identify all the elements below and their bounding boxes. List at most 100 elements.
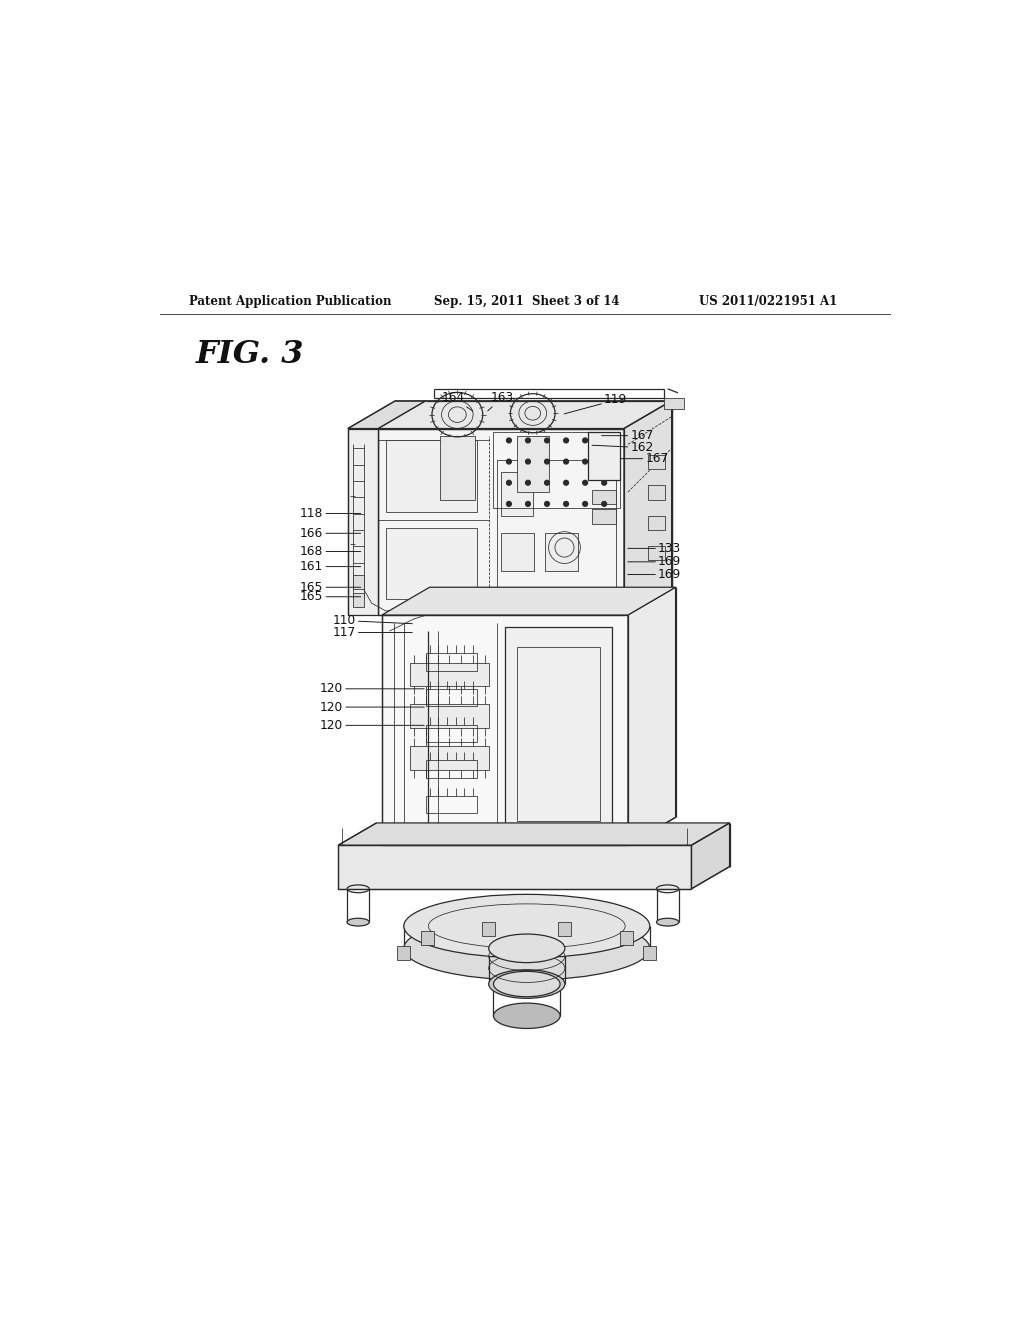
Bar	[426, 760, 477, 777]
Text: 120: 120	[319, 719, 424, 731]
Text: 166: 166	[300, 527, 360, 540]
Circle shape	[507, 502, 511, 507]
Circle shape	[583, 480, 588, 486]
Bar	[664, 397, 684, 409]
Circle shape	[507, 438, 511, 442]
Bar	[426, 689, 477, 706]
Bar	[592, 510, 616, 524]
Text: 118: 118	[300, 507, 360, 520]
Bar	[410, 663, 489, 686]
Text: 119: 119	[564, 393, 628, 414]
Ellipse shape	[488, 935, 565, 962]
Polygon shape	[382, 587, 676, 615]
Bar	[410, 704, 489, 727]
Bar	[426, 796, 477, 813]
Bar	[545, 533, 578, 572]
Circle shape	[525, 502, 530, 507]
Text: 169: 169	[628, 556, 681, 569]
Circle shape	[602, 502, 606, 507]
Text: 110: 110	[333, 614, 413, 627]
Circle shape	[525, 459, 530, 463]
Bar	[558, 921, 571, 936]
Circle shape	[602, 438, 606, 442]
Ellipse shape	[488, 970, 565, 998]
Bar	[648, 486, 666, 499]
Text: Patent Application Publication: Patent Application Publication	[189, 296, 391, 309]
Circle shape	[563, 502, 568, 507]
Ellipse shape	[656, 919, 679, 927]
Bar	[501, 533, 535, 572]
Bar	[352, 574, 364, 589]
Bar	[620, 931, 633, 945]
Bar	[501, 473, 532, 516]
Polygon shape	[628, 587, 676, 845]
Bar	[482, 921, 496, 936]
Text: 162: 162	[592, 441, 653, 454]
Text: 161: 161	[300, 560, 360, 573]
Circle shape	[563, 459, 568, 463]
Text: 163: 163	[487, 391, 514, 411]
Text: 168: 168	[300, 545, 360, 558]
Bar	[410, 746, 489, 770]
Circle shape	[583, 459, 588, 463]
Bar	[421, 931, 433, 945]
Ellipse shape	[494, 1003, 560, 1028]
Polygon shape	[691, 822, 729, 888]
Circle shape	[525, 480, 530, 486]
Ellipse shape	[403, 916, 650, 979]
Circle shape	[602, 480, 606, 486]
Polygon shape	[378, 401, 672, 429]
Circle shape	[545, 480, 550, 486]
Bar	[397, 946, 411, 960]
Bar	[648, 516, 666, 531]
Circle shape	[563, 480, 568, 486]
Bar	[648, 455, 666, 469]
Bar	[517, 647, 600, 821]
Ellipse shape	[494, 972, 560, 997]
Ellipse shape	[347, 919, 370, 927]
Text: 120: 120	[319, 701, 424, 714]
Bar	[440, 437, 475, 500]
Bar	[426, 653, 477, 671]
Circle shape	[545, 438, 550, 442]
Bar	[588, 433, 621, 480]
Polygon shape	[348, 429, 378, 615]
Polygon shape	[338, 822, 729, 845]
Text: 169: 169	[628, 568, 681, 581]
Bar	[497, 461, 616, 607]
Text: US 2011/0221951 A1: US 2011/0221951 A1	[699, 296, 838, 309]
Text: 117: 117	[333, 626, 413, 639]
Circle shape	[583, 438, 588, 442]
Bar	[643, 946, 656, 960]
Text: Sep. 15, 2011  Sheet 3 of 14: Sep. 15, 2011 Sheet 3 of 14	[433, 296, 620, 309]
Bar	[648, 546, 666, 561]
Polygon shape	[348, 401, 426, 429]
Ellipse shape	[403, 895, 650, 958]
Circle shape	[507, 480, 511, 486]
Bar	[386, 528, 477, 599]
Text: 167: 167	[601, 429, 653, 442]
Circle shape	[602, 459, 606, 463]
Circle shape	[583, 502, 588, 507]
Polygon shape	[382, 615, 628, 845]
Circle shape	[507, 459, 511, 463]
Circle shape	[545, 459, 550, 463]
Circle shape	[545, 502, 550, 507]
Bar	[426, 725, 477, 742]
Bar	[352, 593, 364, 607]
Bar	[386, 441, 477, 512]
Text: 133: 133	[628, 541, 681, 554]
Bar	[517, 437, 549, 492]
Circle shape	[525, 438, 530, 442]
Bar	[592, 490, 616, 504]
Text: 167: 167	[621, 453, 669, 465]
Text: 120: 120	[319, 682, 424, 696]
Polygon shape	[338, 845, 691, 888]
Text: FIG. 3: FIG. 3	[196, 339, 304, 370]
Polygon shape	[624, 401, 672, 615]
Text: 164: 164	[441, 391, 473, 411]
Bar	[505, 627, 612, 833]
Bar	[494, 433, 621, 508]
Polygon shape	[378, 429, 624, 615]
Text: 165: 165	[300, 581, 360, 594]
